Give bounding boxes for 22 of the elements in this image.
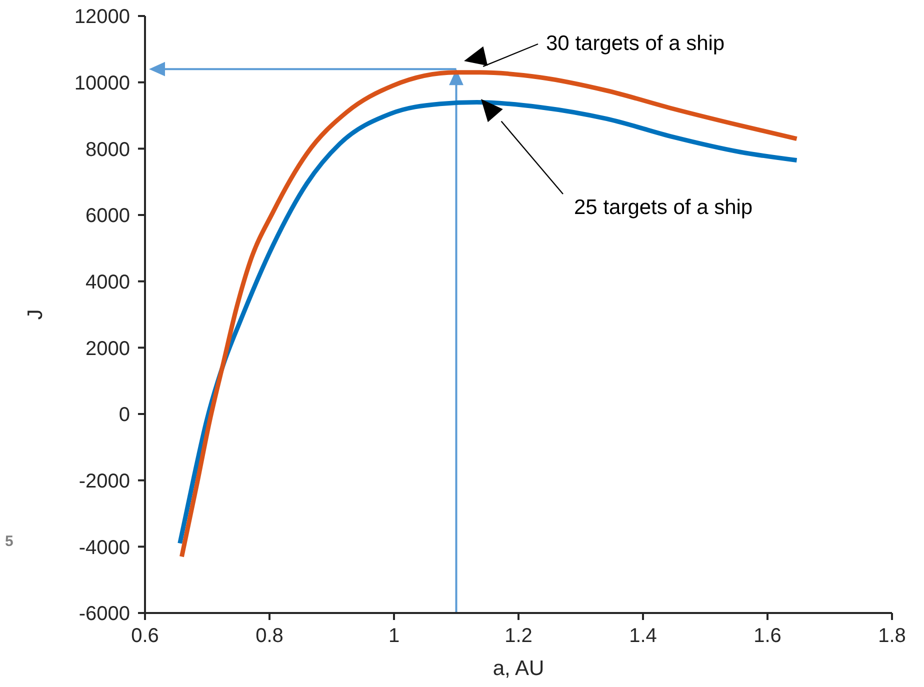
x-axis-title: a, AU — [492, 657, 544, 680]
y-tick-label: 2000 — [86, 338, 130, 360]
x-tick-label: 0.6 — [131, 625, 159, 648]
y-tick-label: -6000 — [78, 603, 130, 626]
x-tick-label: 1.6 — [754, 625, 782, 648]
y-tick-label: 8000 — [86, 138, 130, 161]
y-tick-label: -4000 — [78, 536, 130, 559]
annotation: 25 targets of a ship — [574, 196, 753, 219]
text: 5 — [5, 533, 14, 550]
annotation: 30 targets of a ship — [546, 32, 725, 55]
x-tick-label: 1.2 — [504, 625, 532, 648]
x-tick-label: 1 — [388, 625, 400, 648]
y-tick-label: 6000 — [86, 205, 130, 228]
y-tick-label: 0 — [118, 404, 130, 426]
y-tick-label: 4000 — [86, 271, 130, 294]
y-tick-label: -2000 — [78, 470, 130, 492]
x-tick-label: 1.4 — [629, 625, 657, 648]
x-tick-label: 1.8 — [878, 625, 906, 648]
x-tick-label: 0.8 — [256, 625, 284, 648]
y-axis-title: J — [24, 309, 47, 320]
y-tick-label: 10000 — [74, 72, 130, 94]
y-tick-label: 12000 — [74, 6, 130, 28]
